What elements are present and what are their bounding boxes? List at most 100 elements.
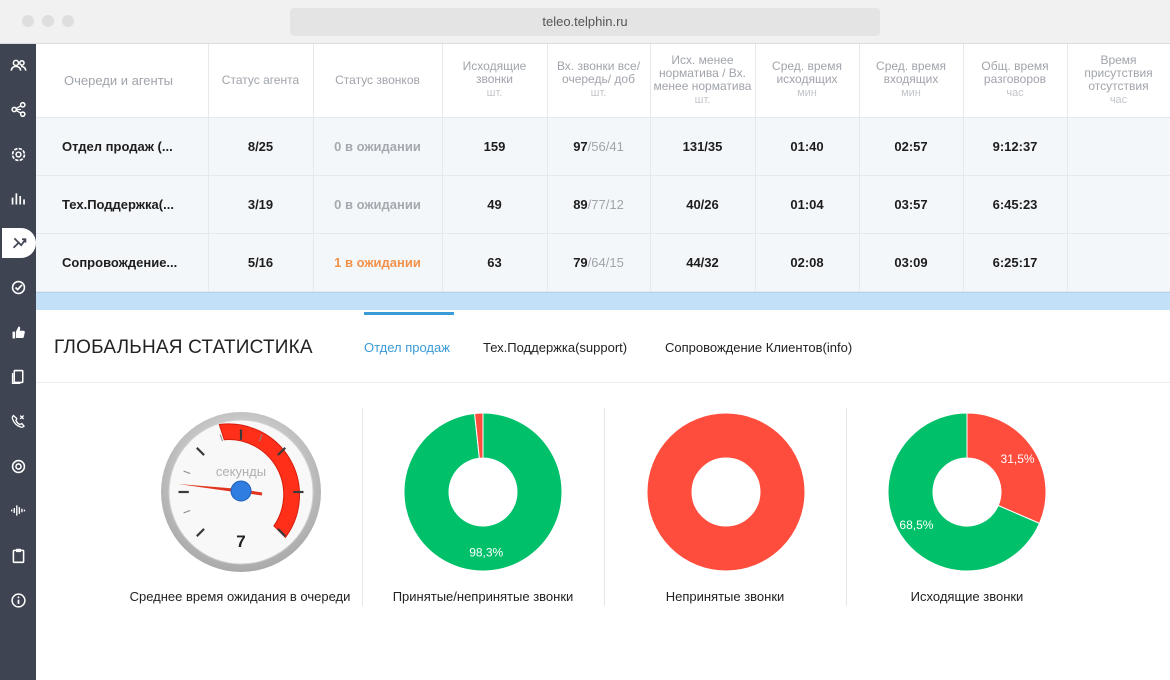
sidebar-item-clipboard[interactable]: [0, 540, 36, 570]
donut-slices: 98,3%: [403, 412, 563, 572]
missed-calls-donut: [646, 412, 806, 572]
column-header[interactable]: Общ. время разговоров час: [963, 44, 1068, 118]
total-talk-time-cell: 6:25:17: [963, 233, 1068, 292]
sound-wave-icon: [10, 504, 25, 516]
queue-name-cell[interactable]: Тех.Поддержка(...: [36, 175, 209, 234]
below-norm-cell: 131/35: [650, 117, 756, 176]
below-norm-cell: 44/32: [650, 233, 756, 292]
window-minimize-button[interactable]: [42, 15, 54, 27]
column-header[interactable]: Статус агента: [208, 44, 314, 118]
global-stats-title: ГЛОБАЛЬНАЯ СТАТИСТИКА: [54, 337, 313, 358]
column-header[interactable]: Исходящие звонки шт.: [442, 44, 548, 118]
active-tab-indicator: [364, 312, 454, 315]
column-header[interactable]: Статус звонков: [313, 44, 443, 118]
outgoing-calls-cell: 159: [442, 117, 548, 176]
tab-client-info[interactable]: Сопровождение Клиентов(info): [665, 340, 853, 355]
donut-slice[interactable]: [966, 412, 1047, 525]
below-norm-cell: 40/26: [650, 175, 756, 234]
incoming-calls-cell: 97/56/41: [547, 117, 651, 176]
outgoing-calls-donut: 31,5% 68,5%: [887, 412, 1047, 572]
total-talk-time-cell: 9:12:37: [963, 117, 1068, 176]
sidebar-item-settings[interactable]: [0, 139, 36, 169]
avg-incoming-time-cell: 02:57: [859, 117, 964, 176]
clipboard-icon: [12, 548, 24, 563]
window-close-button[interactable]: [22, 15, 34, 27]
target-icon: [11, 459, 25, 473]
avg-outgoing-time-cell: 02:08: [755, 233, 860, 292]
column-header[interactable]: Время присутствия отсутствия час: [1067, 44, 1170, 118]
horizontal-scrollbar[interactable]: [36, 292, 1170, 310]
window-zoom-button[interactable]: [62, 15, 74, 27]
table-row[interactable]: Сопровождение... 5/16 1 в ожидании 63 79…: [36, 233, 1170, 292]
donut-slice[interactable]: [646, 412, 806, 572]
column-header[interactable]: Вх. звонки все/ очередь/ доб шт.: [547, 44, 651, 118]
missed-call-icon: [11, 414, 25, 428]
browser-chrome: teleo.telphin.ru: [0, 0, 1170, 44]
donut-slice-label: 31,5%: [1001, 452, 1035, 466]
widget-divider: [846, 408, 847, 606]
sidebar-item-info[interactable]: [0, 585, 36, 615]
incoming-calls-cell: 89/77/12: [547, 175, 651, 234]
donut-slices: [646, 412, 806, 572]
queue-table: Очереди и агенты Статус агента Статус зв…: [36, 44, 1170, 292]
donut-slice[interactable]: [887, 412, 1041, 572]
call-status-cell: 0 в ожидании: [313, 175, 443, 234]
queue-name-cell[interactable]: Сопровождение...: [36, 233, 209, 292]
presence-time-cell: [1067, 175, 1170, 234]
donut-slice[interactable]: [474, 412, 484, 459]
presence-time-cell: [1067, 117, 1170, 176]
column-header[interactable]: Очереди и агенты: [36, 44, 209, 118]
sidebar-item-tasks[interactable]: [0, 272, 36, 302]
users-icon: [10, 59, 26, 71]
incoming-calls-cell: 79/64/15: [547, 233, 651, 292]
gauge-hub: [230, 480, 252, 502]
tab-support[interactable]: Тех.Поддержка(support): [483, 340, 628, 355]
agent-status-cell: 5/16: [208, 233, 314, 292]
total-talk-time-cell: 6:45:23: [963, 175, 1068, 234]
queue-name-cell[interactable]: Отдел продаж (...: [36, 117, 209, 176]
donut-slice-label: 98,3%: [469, 545, 503, 559]
donut-slice-label: 68,5%: [899, 518, 933, 532]
widget-divider: [604, 408, 605, 606]
gauge-ticks: [178, 429, 304, 537]
sidebar: [0, 44, 36, 680]
sidebar-item-reports[interactable]: [0, 183, 36, 213]
agent-status-cell: 3/19: [208, 175, 314, 234]
donut-slices: 31,5% 68,5%: [887, 412, 1047, 572]
gauge-minor-ticks: [183, 434, 263, 514]
sidebar-item-users[interactable]: [0, 50, 36, 80]
wait-time-gauge: секунды 7: [161, 412, 321, 572]
sidebar-item-documents[interactable]: [0, 361, 36, 391]
outgoing-calls-cell: 63: [442, 233, 548, 292]
call-status-cell: 0 в ожидании: [313, 117, 443, 176]
gauge-unit-label: секунды: [216, 464, 266, 479]
sidebar-item-feedback[interactable]: [0, 317, 36, 347]
sidebar-item-recordings[interactable]: [0, 495, 36, 525]
thumbs-up-icon: [12, 326, 25, 338]
sidebar-item-network[interactable]: [0, 94, 36, 124]
widget-divider: [362, 408, 363, 606]
outgoing-calls-label: Исходящие звонки: [910, 589, 1024, 604]
column-header[interactable]: Исх. менее норматива / Вх. менее нормати…: [650, 44, 756, 118]
missed-calls-label: Непринятые звонки: [665, 589, 785, 604]
sidebar-item-transfer[interactable]: [2, 228, 36, 258]
tab-sales[interactable]: Отдел продаж: [364, 340, 450, 355]
documents-icon: [11, 369, 24, 384]
sidebar-item-missed-calls[interactable]: [0, 406, 36, 436]
address-bar[interactable]: teleo.telphin.ru: [290, 8, 880, 36]
transfer-icon: [12, 237, 26, 248]
avg-incoming-time-cell: 03:09: [859, 233, 964, 292]
avg-outgoing-time-cell: 01:04: [755, 175, 860, 234]
table-row[interactable]: Отдел продаж (... 8/25 0 в ожидании 159 …: [36, 117, 1170, 176]
gauge-needle: [178, 484, 242, 493]
check-icon: [11, 280, 25, 294]
column-header[interactable]: Сред. время исходящих мин: [755, 44, 860, 118]
sidebar-item-monitoring[interactable]: [0, 451, 36, 481]
section-divider: [36, 382, 1170, 383]
call-status-cell: 1 в ожидании: [313, 233, 443, 292]
info-icon: [10, 592, 26, 608]
table-row[interactable]: Тех.Поддержка(... 3/19 0 в ожидании 49 8…: [36, 175, 1170, 234]
column-header[interactable]: Сред. время входящих мин: [859, 44, 964, 118]
avg-incoming-time-cell: 03:57: [859, 175, 964, 234]
donut-slice[interactable]: [403, 412, 563, 572]
